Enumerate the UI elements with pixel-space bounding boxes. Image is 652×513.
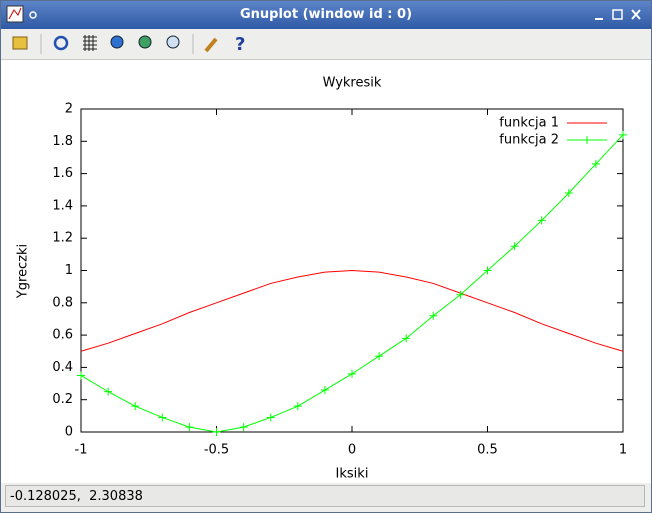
y-tick-label: 1.4: [52, 198, 73, 213]
legend-label: funkcja 2: [499, 133, 559, 148]
point-marker: [104, 387, 113, 396]
point-marker: [456, 290, 465, 299]
y-tick-label: 1.8: [52, 134, 73, 149]
point-marker: [537, 216, 546, 225]
x-axis-label: Iksiki: [336, 467, 369, 482]
point-marker: [158, 413, 167, 422]
point-marker: [375, 352, 384, 361]
legend-label: funkcja 1: [499, 116, 559, 131]
point-marker: [619, 130, 627, 139]
series-line: [80, 269, 624, 352]
point-marker: [402, 334, 411, 343]
point-marker: [510, 242, 519, 251]
y-tick-label: 1.6: [52, 166, 73, 181]
y-tick-label: 0.6: [52, 328, 73, 343]
chart: Wykresik Iksiki Ygreczki 0 0.2 0.4 0.6 0.8 1 1…: [1, 60, 651, 483]
series-line: [80, 134, 624, 433]
point-marker: [429, 311, 438, 320]
point-marker: [320, 386, 329, 395]
legend-marker: [583, 136, 591, 144]
y-tick-label: 0.4: [52, 360, 73, 375]
x-tick-label: 0.5: [477, 443, 498, 458]
point-marker: [131, 402, 140, 411]
x-tick-label: -1: [75, 443, 88, 458]
y-tick-label: 0: [65, 425, 73, 440]
window-icons: [6, 5, 37, 23]
x-tick-label: 0: [348, 443, 356, 458]
point-marker: [212, 428, 221, 436]
svg-text:?: ?: [235, 34, 245, 55]
y-tick-label: 0.2: [52, 392, 73, 407]
y-tick-label: 1: [65, 263, 73, 278]
chart-title: Wykresik: [323, 76, 382, 91]
point-marker: [591, 159, 600, 168]
window-buttons[interactable]: [587, 1, 647, 29]
point-marker: [266, 413, 275, 422]
y-axis-label: Ygreczki: [16, 244, 31, 299]
point-marker: [77, 371, 85, 380]
point-marker: [239, 423, 248, 432]
title-bar: Gnuplot (window id : 0): [1, 1, 651, 29]
toolbar: ?: [1, 29, 651, 60]
point-marker: [483, 266, 492, 275]
status-bar: -0.128025, 2.30838: [5, 485, 645, 507]
point-marker: [564, 188, 573, 197]
point-marker: [348, 369, 356, 378]
y-tick-label: 2: [65, 102, 73, 117]
y-tick-label: 1.2: [52, 231, 73, 246]
window-title: Gnuplot (window id : 0): [239, 7, 413, 22]
x-tick-label: -0.5: [204, 443, 229, 458]
x-tick-label: 1: [619, 443, 627, 458]
toolbar-icons[interactable]: ?: [1, 29, 261, 59]
y-tick-label: 0.8: [52, 295, 73, 310]
point-marker: [185, 423, 194, 432]
point-marker: [293, 402, 302, 411]
